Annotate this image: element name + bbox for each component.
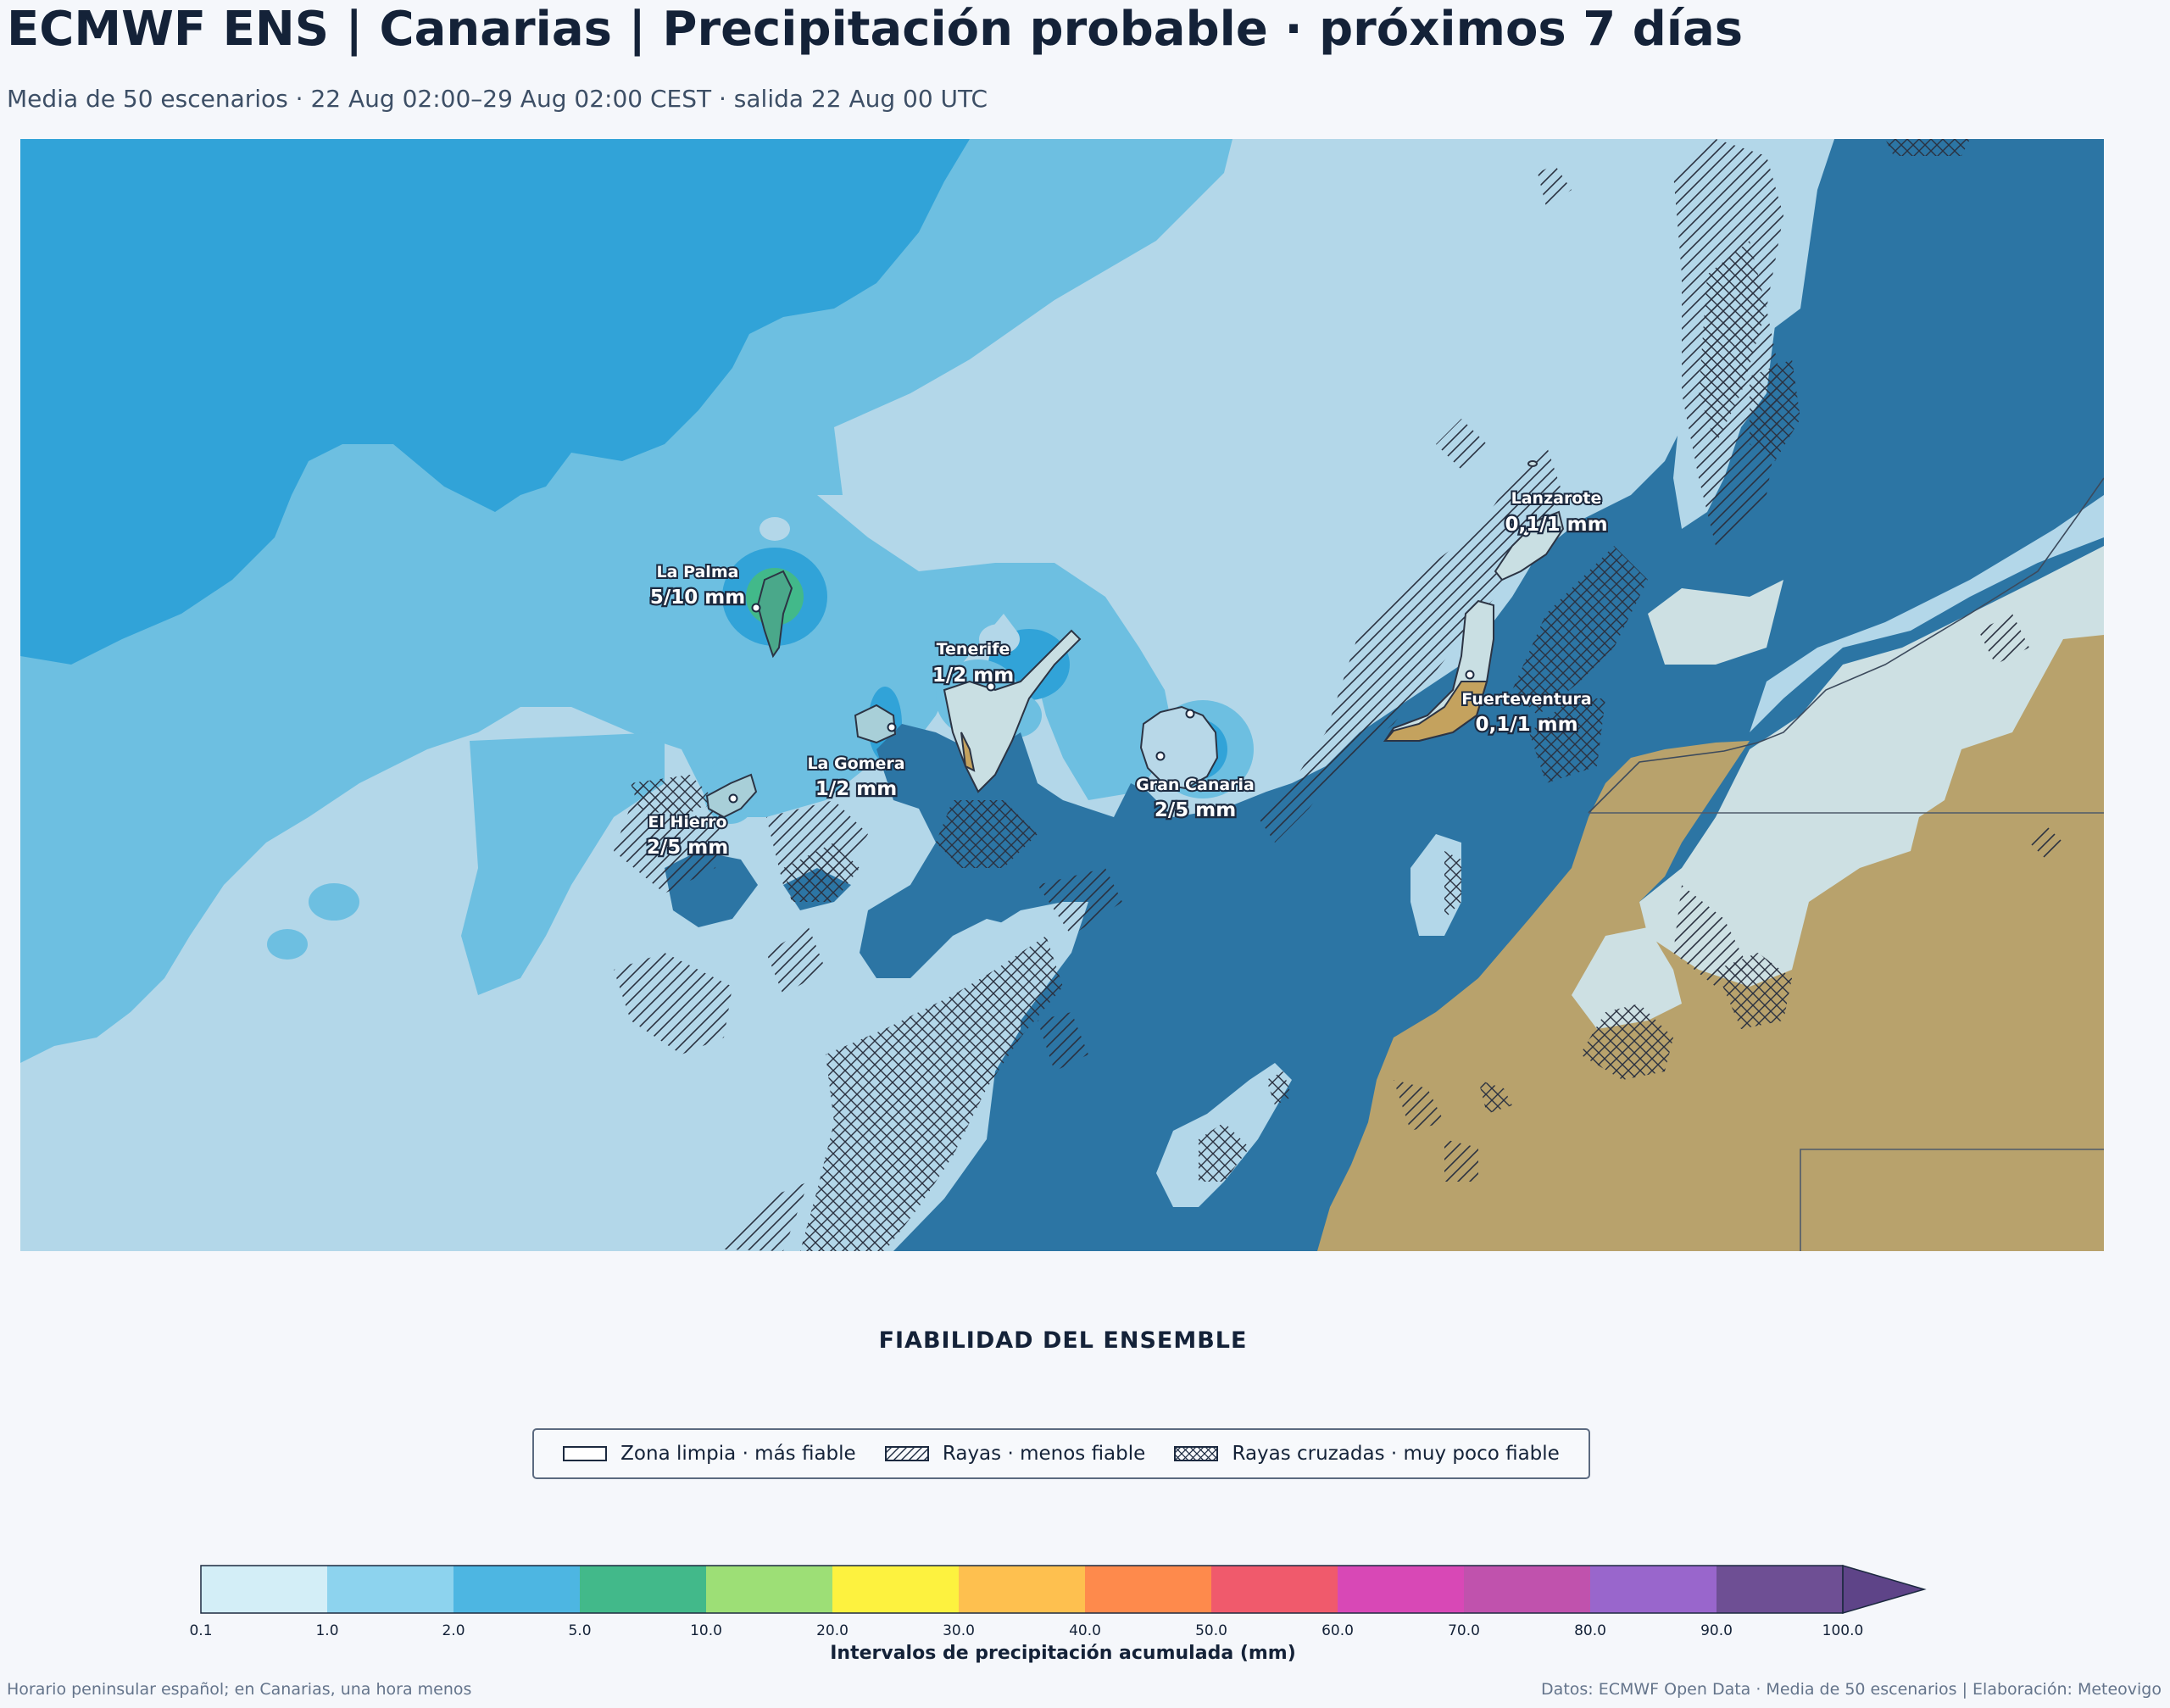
colorbar-segment: [706, 1566, 832, 1613]
city-marker: [1155, 751, 1166, 761]
colorbar: [200, 1565, 1929, 1616]
reliability-legend: Zona limpia · más fiable Rayas · menos f…: [532, 1428, 1590, 1479]
colorbar-segment: [1211, 1566, 1338, 1613]
island-la-graciosa: [1527, 460, 1538, 467]
colorbar-tick-label: 1.0: [315, 1622, 339, 1639]
legend-item-clean: Zona limpia · más fiable: [563, 1443, 856, 1465]
precip-band-1-2: [267, 929, 308, 960]
colorbar-segment: [580, 1566, 706, 1613]
island-value-gran-canaria: 2/5 mm: [1155, 799, 1236, 821]
legend-label-hatch: Rayas · menos fiable: [942, 1443, 1146, 1465]
precip-blob: [979, 624, 1020, 654]
legend-label-clean: Zona limpia · más fiable: [620, 1443, 856, 1465]
border-line: [1588, 477, 2104, 814]
border-line: [1800, 1149, 2104, 1251]
page-title: ECMWF ENS | Canarias | Precipitación pro…: [7, 2, 1744, 57]
colorbar-segment: [1717, 1566, 1843, 1613]
island-tenerife[interactable]: [943, 629, 1082, 793]
africa-land: [1317, 635, 2104, 1251]
colorbar-segment: [959, 1566, 1085, 1613]
colorbar-segment: [1464, 1566, 1590, 1613]
colorbar-tick-label: 100.0: [1822, 1622, 1864, 1639]
colorbar-tick-label: 60.0: [1321, 1622, 1354, 1639]
city-marker: [751, 603, 761, 613]
colorbar-segment: [1590, 1566, 1717, 1613]
city-marker: [887, 722, 897, 732]
island-labels: La Palma 5/10 mm Tenerife 1/2 mm La Gome…: [645, 487, 1610, 860]
island-value-lanzarote: 0,1/1 mm: [1505, 514, 1607, 536]
colorbar-tick-label: 70.0: [1448, 1622, 1480, 1639]
city-marker: [1185, 709, 1195, 719]
island-label-fuerteventura: Fuerteventura: [1461, 690, 1591, 709]
crosshatch-swatch-icon: [1174, 1446, 1219, 1461]
island-value-la-palma: 5/10 mm: [650, 587, 745, 609]
colorbar-tick-label: 2.0: [442, 1622, 465, 1639]
precip-blob: [760, 517, 790, 541]
colorbar-tick-label: 5.0: [568, 1622, 592, 1639]
colorbar-tick-label: 0.1: [189, 1622, 213, 1639]
island-label-la-palma: La Palma: [657, 563, 739, 581]
precip-band-1-2: [309, 883, 359, 921]
colorbar-tick-label: 90.0: [1700, 1622, 1733, 1639]
colorbar-ticks: 0.1 1.0 2.0 5.0 10.0 20.0 30.0 40.0 50.0 60.0 70.0…: [0, 1622, 2170, 1644]
hatch-swatch-icon: [884, 1446, 929, 1461]
precip-band-1-2: [461, 732, 665, 995]
precip-band-2-5: [20, 139, 970, 665]
coastal-strip: [1750, 495, 2104, 732]
colorbar-tick-label: 40.0: [1069, 1622, 1101, 1639]
island-lanzarote[interactable]: [1494, 510, 1565, 581]
city-marker: [986, 682, 996, 692]
colorbar-segment: [832, 1566, 959, 1613]
colorbar-segment: [327, 1566, 453, 1613]
island-label-tenerife: Tenerife: [937, 640, 1010, 659]
island-value-el-hierro: 2/5 mm: [647, 837, 728, 859]
island-label-el-hierro: El Hierro: [648, 813, 726, 832]
footer-note: Horario peninsular español; en Canarias,…: [7, 1680, 472, 1699]
precip-band-1-2: [766, 427, 843, 495]
coastal-strip: [1648, 580, 1783, 665]
city-marker: [1465, 670, 1475, 680]
island-value-la-gomera: 1/2 mm: [815, 778, 897, 800]
clean-swatch-icon: [563, 1446, 608, 1461]
colorbar-segment: [1338, 1566, 1464, 1613]
crosshatch-zones: [631, 139, 1970, 1251]
colorbar-frame: [200, 1565, 1844, 1614]
colorbar-tick-label: 30.0: [943, 1622, 975, 1639]
colorbar-segment: [453, 1566, 580, 1613]
coastal-strip: [1572, 927, 1682, 1029]
island-value-tenerife: 1/2 mm: [932, 665, 1014, 687]
page-subtitle: Media de 50 escenarios · 22 Aug 02:00–29…: [7, 85, 988, 113]
island-la-palma[interactable]: [756, 570, 793, 659]
island-fuerteventura-south: [1383, 681, 1488, 742]
city-markers: [728, 527, 1531, 804]
legend-item-hatch: Rayas · menos fiable: [884, 1443, 1146, 1465]
island-label-gran-canaria: Gran Canaria: [1136, 776, 1255, 794]
legend-label-crosshatch: Rayas cruzadas · muy poco fiable: [1232, 1443, 1560, 1465]
island-value-fuerteventura: 0,1/1 mm: [1475, 714, 1577, 736]
colorbar-tick-label: 20.0: [816, 1622, 849, 1639]
colorbar-segment: [201, 1566, 327, 1613]
island-tenerife-tip: [960, 732, 976, 772]
legend-item-crosshatch: Rayas cruzadas · muy poco fiable: [1174, 1443, 1560, 1465]
island-gran-canaria[interactable]: [1139, 705, 1219, 790]
colorbar-label: Intervalos de precipitación acumulada (m…: [830, 1643, 1296, 1664]
reliability-title: FIABILIDAD DEL ENSEMBLE: [878, 1327, 1248, 1354]
colorbar-tick-label: 10.0: [690, 1622, 722, 1639]
colorbar-tick-label: 50.0: [1195, 1622, 1227, 1639]
island-label-lanzarote: Lanzarote: [1511, 489, 1602, 508]
island-la-gomera[interactable]: [854, 704, 897, 744]
city-marker: [728, 793, 738, 804]
precipitation-map[interactable]: La Palma 5/10 mm Tenerife 1/2 mm La Gome…: [20, 139, 2104, 1251]
footer-credits: Datos: ECMWF Open Data · Media de 50 esc…: [1541, 1680, 2162, 1699]
city-marker: [1521, 527, 1531, 537]
colorbar-segment: [1085, 1566, 1211, 1613]
colorbar-extend-arrow: [1842, 1565, 1927, 1614]
colorbar-tick-label: 80.0: [1574, 1622, 1606, 1639]
island-label-la-gomera: La Gomera: [807, 754, 904, 773]
